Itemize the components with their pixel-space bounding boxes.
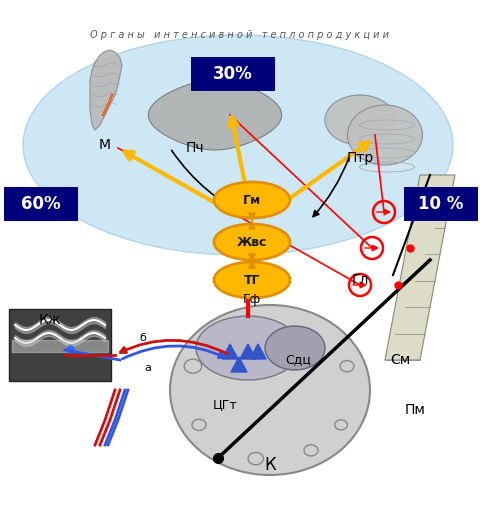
Ellipse shape (340, 360, 354, 372)
Ellipse shape (192, 419, 206, 430)
Text: 30%: 30% (213, 65, 253, 83)
FancyBboxPatch shape (191, 57, 275, 91)
Ellipse shape (265, 326, 325, 370)
Text: б: б (140, 333, 146, 343)
Text: ТГ: ТГ (244, 273, 260, 286)
Ellipse shape (335, 420, 348, 430)
Text: Гл: Гл (351, 273, 369, 287)
Ellipse shape (214, 224, 290, 260)
Text: Гф: Гф (243, 293, 261, 306)
Text: Пч: Пч (186, 141, 204, 155)
Polygon shape (90, 50, 122, 130)
Text: См: См (390, 353, 410, 367)
Polygon shape (240, 344, 256, 359)
FancyBboxPatch shape (9, 309, 111, 381)
Ellipse shape (248, 452, 264, 465)
Ellipse shape (325, 95, 395, 145)
Text: Жвс: Жвс (237, 235, 267, 248)
Ellipse shape (214, 182, 290, 218)
Ellipse shape (196, 316, 300, 380)
Text: 60%: 60% (21, 195, 61, 213)
Ellipse shape (170, 305, 370, 475)
Ellipse shape (184, 359, 202, 373)
Ellipse shape (23, 35, 453, 255)
Ellipse shape (304, 445, 318, 456)
Text: О р г а н ы   и н т е н с и в н о й   т е п л о п р о д у к ц и и: О р г а н ы и н т е н с и в н о й т е п … (91, 30, 389, 40)
Polygon shape (250, 344, 266, 359)
Ellipse shape (348, 105, 422, 165)
Text: Сдц: Сдц (285, 354, 311, 366)
Text: Кж: Кж (39, 313, 61, 327)
Text: ЦГт: ЦГт (213, 398, 238, 412)
Ellipse shape (214, 262, 290, 298)
Text: Пм: Пм (405, 403, 425, 417)
Polygon shape (222, 344, 238, 359)
Text: Птр: Птр (347, 151, 373, 165)
Text: М: М (99, 138, 111, 152)
Text: Гм: Гм (243, 193, 261, 207)
Text: а: а (144, 363, 151, 373)
FancyBboxPatch shape (4, 187, 78, 221)
Text: 10 %: 10 % (418, 195, 464, 213)
FancyBboxPatch shape (404, 187, 478, 221)
Polygon shape (385, 175, 455, 360)
Polygon shape (231, 357, 247, 372)
Text: К: К (264, 456, 276, 474)
Polygon shape (148, 80, 282, 150)
